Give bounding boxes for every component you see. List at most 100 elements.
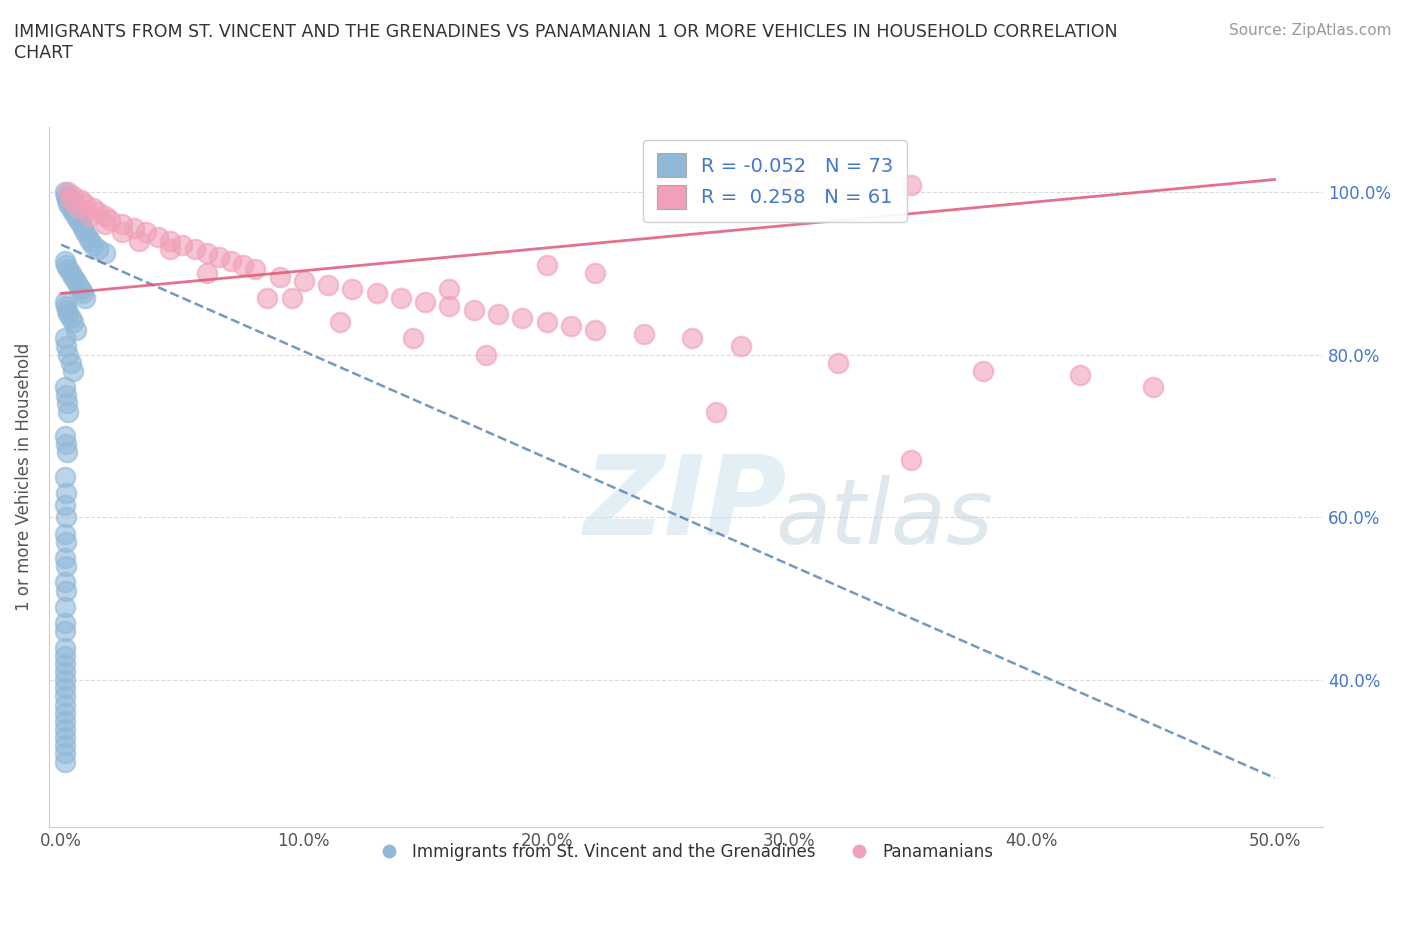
- Point: [53, 184, 76, 199]
- Point: [135, 225, 157, 240]
- Point: [329, 314, 352, 329]
- Point: [148, 229, 170, 244]
- Point: [195, 266, 218, 281]
- Point: [62, 364, 84, 379]
- Point: [159, 233, 181, 248]
- Point: [53, 681, 76, 696]
- Y-axis label: 1 or more Vehicles in Household: 1 or more Vehicles in Household: [15, 342, 32, 611]
- Point: [486, 306, 509, 321]
- Point: [245, 261, 267, 276]
- Point: [67, 213, 90, 228]
- Point: [76, 229, 98, 244]
- Point: [1069, 367, 1091, 382]
- Point: [53, 672, 76, 687]
- Point: [69, 217, 91, 232]
- Point: [98, 213, 121, 228]
- Point: [65, 273, 87, 288]
- Point: [53, 429, 76, 444]
- Point: [633, 326, 655, 341]
- Point: [53, 575, 76, 590]
- Point: [475, 347, 498, 362]
- Point: [55, 299, 77, 313]
- Point: [778, 180, 800, 195]
- Point: [232, 258, 254, 272]
- Point: [53, 737, 76, 752]
- Point: [79, 208, 101, 223]
- Point: [58, 347, 80, 362]
- Point: [53, 730, 76, 745]
- Point: [53, 498, 76, 512]
- Point: [53, 254, 76, 269]
- Point: [53, 600, 76, 615]
- Point: [280, 290, 302, 305]
- Point: [82, 237, 104, 252]
- Point: [463, 302, 485, 317]
- Point: [53, 379, 76, 394]
- Point: [316, 278, 339, 293]
- Point: [510, 311, 533, 325]
- Point: [583, 323, 606, 338]
- Point: [122, 221, 145, 236]
- Point: [58, 184, 80, 199]
- Point: [183, 241, 205, 256]
- Point: [65, 208, 87, 223]
- Point: [82, 201, 104, 216]
- Point: [972, 364, 994, 379]
- Point: [55, 437, 77, 452]
- Point: [195, 246, 218, 260]
- Point: [75, 290, 97, 305]
- Point: [55, 510, 77, 525]
- Point: [62, 189, 84, 204]
- Point: [94, 246, 117, 260]
- Point: [67, 201, 90, 216]
- Point: [269, 270, 291, 285]
- Point: [53, 689, 76, 704]
- Point: [900, 453, 922, 468]
- Point: [56, 193, 79, 207]
- Point: [900, 178, 922, 193]
- Point: [75, 225, 97, 240]
- Text: IMMIGRANTS FROM ST. VINCENT AND THE GRENADINES VS PANAMANIAN 1 OR MORE VEHICLES : IMMIGRANTS FROM ST. VINCENT AND THE GREN…: [14, 23, 1118, 62]
- Point: [55, 189, 77, 204]
- Point: [65, 323, 87, 338]
- Point: [56, 445, 79, 459]
- Point: [55, 535, 77, 550]
- Point: [53, 624, 76, 639]
- Point: [55, 339, 77, 353]
- Point: [79, 233, 101, 248]
- Point: [53, 551, 76, 565]
- Point: [53, 294, 76, 309]
- Point: [72, 221, 94, 236]
- Point: [72, 286, 94, 301]
- Point: [172, 237, 194, 252]
- Point: [208, 249, 231, 264]
- Point: [58, 196, 80, 211]
- Point: [67, 278, 90, 293]
- Point: [53, 616, 76, 631]
- Point: [827, 355, 849, 370]
- Point: [53, 746, 76, 761]
- Point: [53, 665, 76, 680]
- Point: [59, 266, 82, 281]
- Point: [55, 258, 77, 272]
- Point: [53, 331, 76, 346]
- Point: [55, 583, 77, 598]
- Point: [55, 485, 77, 500]
- Point: [413, 294, 436, 309]
- Point: [583, 266, 606, 281]
- Point: [62, 205, 84, 219]
- Point: [86, 241, 108, 256]
- Point: [366, 286, 388, 301]
- Point: [53, 713, 76, 728]
- Text: ZIP: ZIP: [583, 451, 787, 558]
- Point: [53, 698, 76, 712]
- Point: [536, 314, 558, 329]
- Point: [62, 314, 84, 329]
- Point: [53, 470, 76, 485]
- Point: [730, 339, 752, 353]
- Point: [56, 302, 79, 317]
- Point: [681, 331, 703, 346]
- Point: [58, 306, 80, 321]
- Text: atlas: atlas: [775, 474, 993, 563]
- Point: [342, 282, 364, 297]
